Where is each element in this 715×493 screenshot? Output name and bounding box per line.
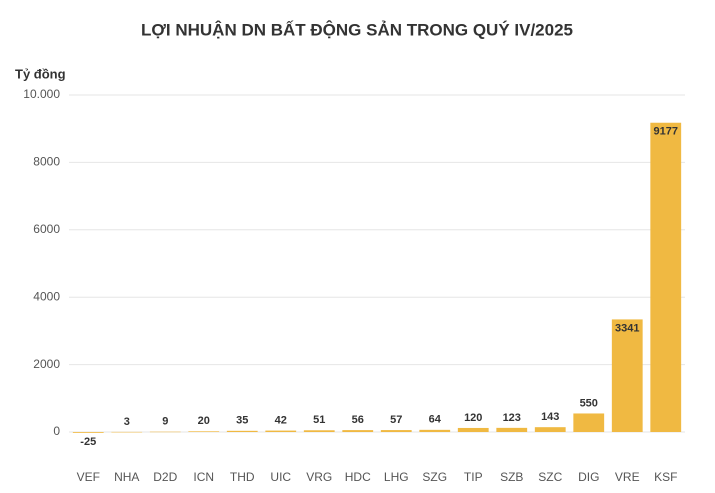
- bar: [611, 319, 643, 432]
- value-label: 57: [390, 414, 402, 426]
- x-tick-label: SZC: [538, 470, 562, 484]
- value-label: 42: [275, 414, 287, 426]
- y-tick-label: 2000: [33, 357, 60, 371]
- value-label: 120: [464, 412, 482, 424]
- bar: [380, 430, 412, 432]
- value-label: 51: [313, 414, 325, 426]
- x-tick-label: LHG: [384, 470, 409, 484]
- bar: [111, 431, 143, 433]
- x-tick-label: DIG: [578, 470, 599, 484]
- x-tick-label: NHA: [114, 470, 139, 484]
- bar: [265, 430, 297, 432]
- x-tick-label: SZB: [500, 470, 523, 484]
- x-tick-label: VEF: [77, 470, 100, 484]
- value-label: 20: [198, 415, 210, 427]
- bar: [419, 429, 451, 432]
- value-label: 143: [541, 411, 559, 423]
- x-tick-label: TIP: [464, 470, 483, 484]
- chart-title: LỢI NHUẬN DN BẤT ĐỘNG SẢN TRONG QUÝ IV/2…: [141, 20, 573, 39]
- value-label: -25: [80, 436, 96, 448]
- bar: [496, 427, 528, 432]
- bar: [72, 432, 104, 433]
- bar: [149, 431, 181, 433]
- bar: [534, 427, 566, 432]
- x-tick-label: VRE: [615, 470, 640, 484]
- value-label: 550: [580, 397, 598, 409]
- x-tick-label: KSF: [654, 470, 677, 484]
- value-label: 3: [124, 416, 130, 428]
- value-label: 3341: [615, 322, 639, 334]
- x-tick-label: ICN: [193, 470, 214, 484]
- y-tick-label: 10.000: [23, 87, 60, 101]
- y-axis-label: Tỷ đồng: [15, 66, 66, 81]
- bar: [188, 431, 220, 432]
- bar: [226, 430, 258, 432]
- x-tick-label: HDC: [345, 470, 371, 484]
- value-label: 35: [236, 415, 248, 427]
- value-label: 9: [162, 416, 168, 428]
- y-tick-label: 4000: [33, 289, 60, 303]
- y-tick-label: 8000: [33, 155, 60, 169]
- value-label: 64: [429, 414, 442, 426]
- x-tick-label: UIC: [270, 470, 291, 484]
- value-label: 9177: [654, 126, 678, 138]
- bar: [650, 122, 682, 432]
- value-label: 56: [352, 414, 364, 426]
- bar: [457, 427, 489, 432]
- bar: [342, 430, 374, 432]
- bar: [573, 413, 605, 432]
- x-tick-label: D2D: [153, 470, 177, 484]
- x-tick-label: SZG: [422, 470, 447, 484]
- value-label: 123: [503, 412, 521, 424]
- x-tick-label: VRG: [306, 470, 332, 484]
- y-tick-label: 0: [53, 424, 60, 438]
- y-tick-label: 6000: [33, 222, 60, 236]
- bar: [303, 430, 335, 432]
- x-tick-label: THD: [230, 470, 255, 484]
